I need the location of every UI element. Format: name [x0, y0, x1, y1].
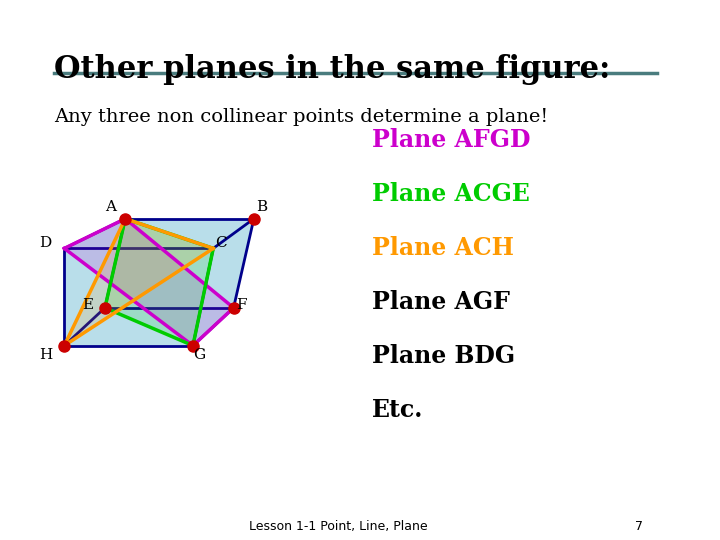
Polygon shape [64, 248, 213, 346]
Text: Etc.: Etc. [372, 399, 423, 422]
Text: 7: 7 [635, 520, 643, 533]
Polygon shape [64, 219, 213, 346]
Text: B: B [256, 200, 268, 214]
Polygon shape [105, 219, 213, 346]
Polygon shape [64, 219, 254, 248]
Polygon shape [64, 308, 233, 346]
Text: G: G [194, 348, 206, 362]
Text: Other planes in the same figure:: Other planes in the same figure: [54, 54, 611, 85]
Polygon shape [193, 219, 254, 346]
Text: Plane ACH: Plane ACH [372, 237, 514, 260]
Text: D: D [39, 236, 52, 250]
Text: C: C [215, 236, 228, 250]
Text: A: A [105, 200, 116, 214]
Text: Plane AGF: Plane AGF [372, 291, 510, 314]
Text: Plane AFGD: Plane AFGD [372, 129, 531, 152]
Polygon shape [64, 219, 125, 346]
Text: H: H [39, 348, 52, 362]
Text: E: E [83, 298, 94, 312]
Polygon shape [105, 219, 254, 308]
Polygon shape [64, 219, 233, 346]
Text: Lesson 1-1 Point, Line, Plane: Lesson 1-1 Point, Line, Plane [249, 520, 428, 533]
Text: Any three non collinear points determine a plane!: Any three non collinear points determine… [54, 108, 549, 126]
Text: F: F [236, 298, 247, 312]
Text: Plane BDG: Plane BDG [372, 345, 516, 368]
Text: Plane ACGE: Plane ACGE [372, 183, 530, 206]
